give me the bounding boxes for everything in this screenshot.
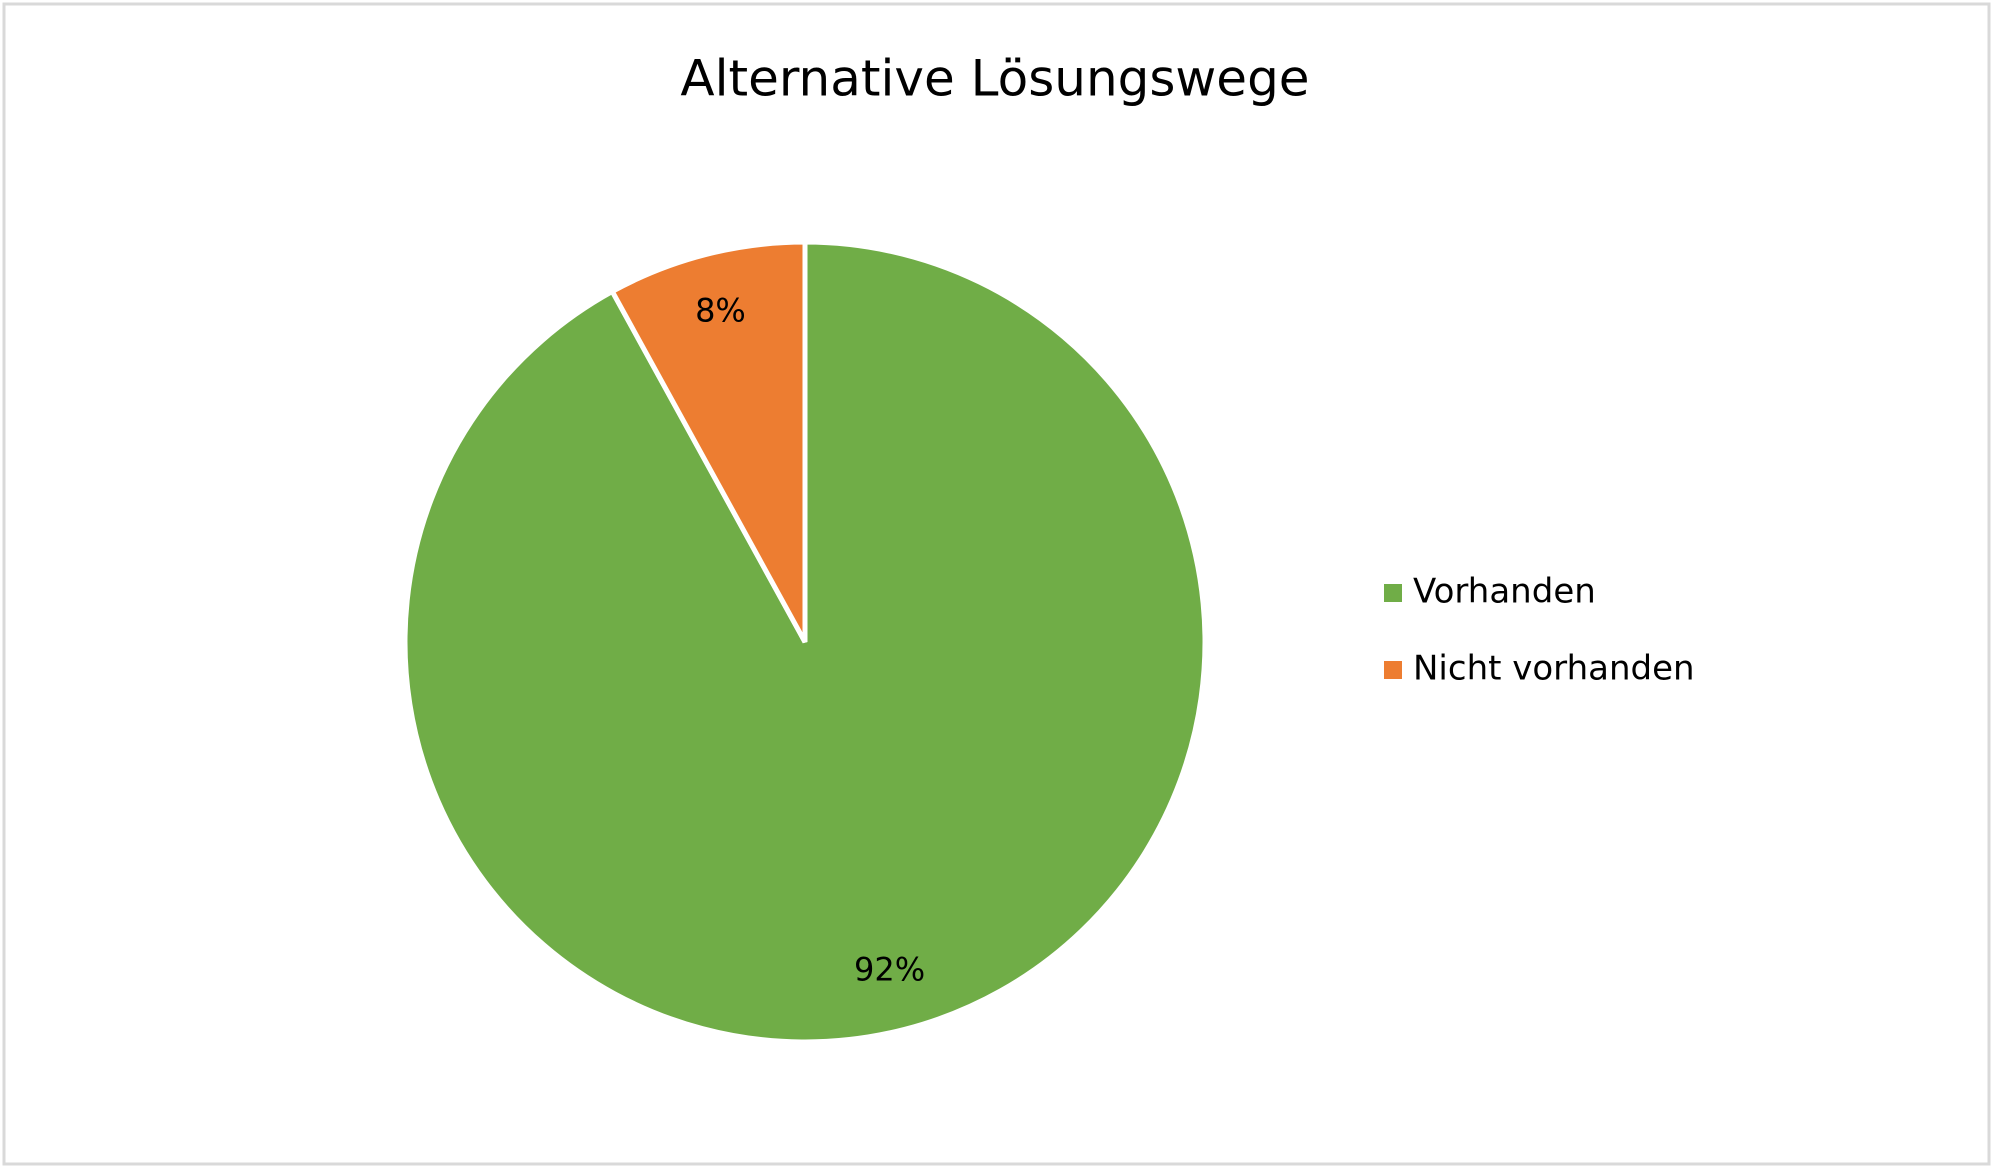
pie-slice [608,239,808,644]
legend-label: Vorhanden [1413,572,1596,612]
data-label: 92% [854,950,925,988]
data-label: 8% [695,292,746,330]
legend-swatch [1384,661,1402,679]
legend-label: Nicht vorhanden [1413,649,1695,689]
chart-title: Alternative Lösungswege [680,50,1309,108]
legend-swatch [1384,584,1402,602]
